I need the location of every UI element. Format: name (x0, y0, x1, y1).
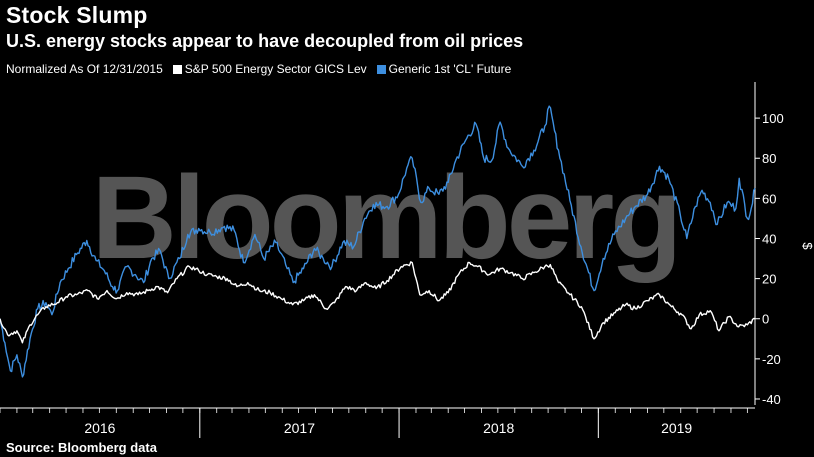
x-tick-label: 2017 (284, 420, 315, 436)
y-tick-label: 0 (762, 312, 769, 327)
chart-subtitle: U.S. energy stocks appear to have decoup… (6, 31, 524, 51)
x-tick-label: 2016 (84, 420, 115, 436)
y-tick-label: 60 (762, 191, 776, 206)
legend-label-sp500: S&P 500 Energy Sector GICS Lev (184, 62, 367, 76)
y-tick-label: 80 (762, 151, 776, 166)
x-axis: 2016 2017 2018 2019 (0, 407, 755, 438)
legend-label-crude: Generic 1st 'CL' Future (388, 62, 512, 76)
y-axis: -40 -20 0 20 40 60 80 100 (754, 82, 784, 407)
bloomberg-watermark: Bloomberg (92, 152, 679, 284)
y-tick-label: 40 (762, 231, 776, 246)
y-tick-label: 20 (762, 272, 776, 287)
normalized-note: Normalized As Of 12/31/2015 (6, 62, 163, 76)
y-axis-label: $ (800, 242, 814, 250)
legend-swatch-sp500 (172, 64, 182, 74)
y-tick-label: -40 (762, 392, 781, 407)
series-line-crude-oil (0, 105, 756, 378)
chart-title: Stock Slump (6, 2, 148, 28)
series-line-sp500-energy (0, 261, 756, 344)
source-note: Source: Bloomberg data (6, 440, 157, 455)
y-tick-label: 100 (762, 111, 784, 126)
x-tick-label: 2018 (483, 420, 514, 436)
legend-swatch-crude (376, 64, 386, 74)
x-tick-label: 2019 (661, 420, 692, 436)
legend: Normalized As Of 12/31/2015 S&P 500 Ener… (6, 62, 511, 76)
y-tick-label: -20 (762, 352, 781, 367)
series-layer (0, 105, 756, 378)
